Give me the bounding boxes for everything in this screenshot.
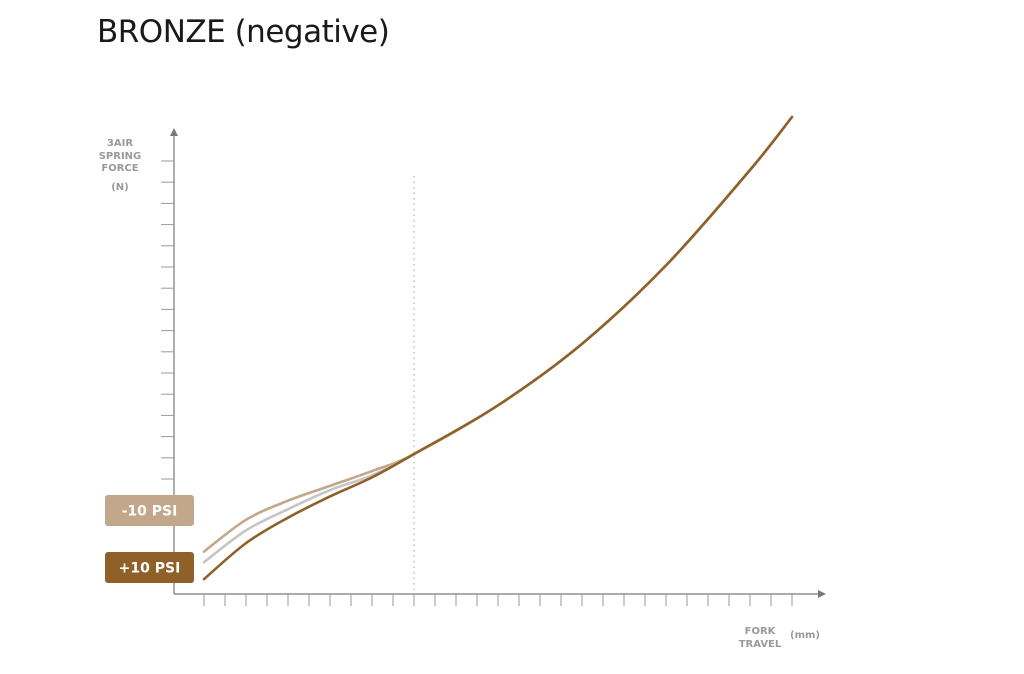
y-axis-label-line: FORCE <box>101 163 138 174</box>
x-axis <box>174 590 826 606</box>
y-axis-label-line: SPRING <box>99 151 142 162</box>
x-axis-label-line: TRAVEL <box>739 639 782 650</box>
legend-label-0: -10 PSI <box>122 504 178 520</box>
legend-label-1: +10 PSI <box>119 561 181 577</box>
x-axis-unit: (mm) <box>790 630 820 641</box>
legend: -10 PSI +10 PSI <box>105 495 194 583</box>
y-axis-label-line: (N) <box>111 182 129 193</box>
series-line-1 <box>202 115 794 564</box>
y-axis-arrow <box>170 128 178 136</box>
series-line-0 <box>202 115 794 553</box>
x-axis-label-line: FORK <box>745 626 777 637</box>
legend-badge-0 <box>105 495 194 526</box>
series-group <box>202 115 794 581</box>
y-axis-label-line: 3AIR <box>107 138 133 149</box>
legend-badge-1 <box>105 552 194 583</box>
page-title: BRONZE (negative) <box>97 14 390 50</box>
x-axis-arrow <box>818 590 826 598</box>
series-line-2 <box>202 115 794 581</box>
